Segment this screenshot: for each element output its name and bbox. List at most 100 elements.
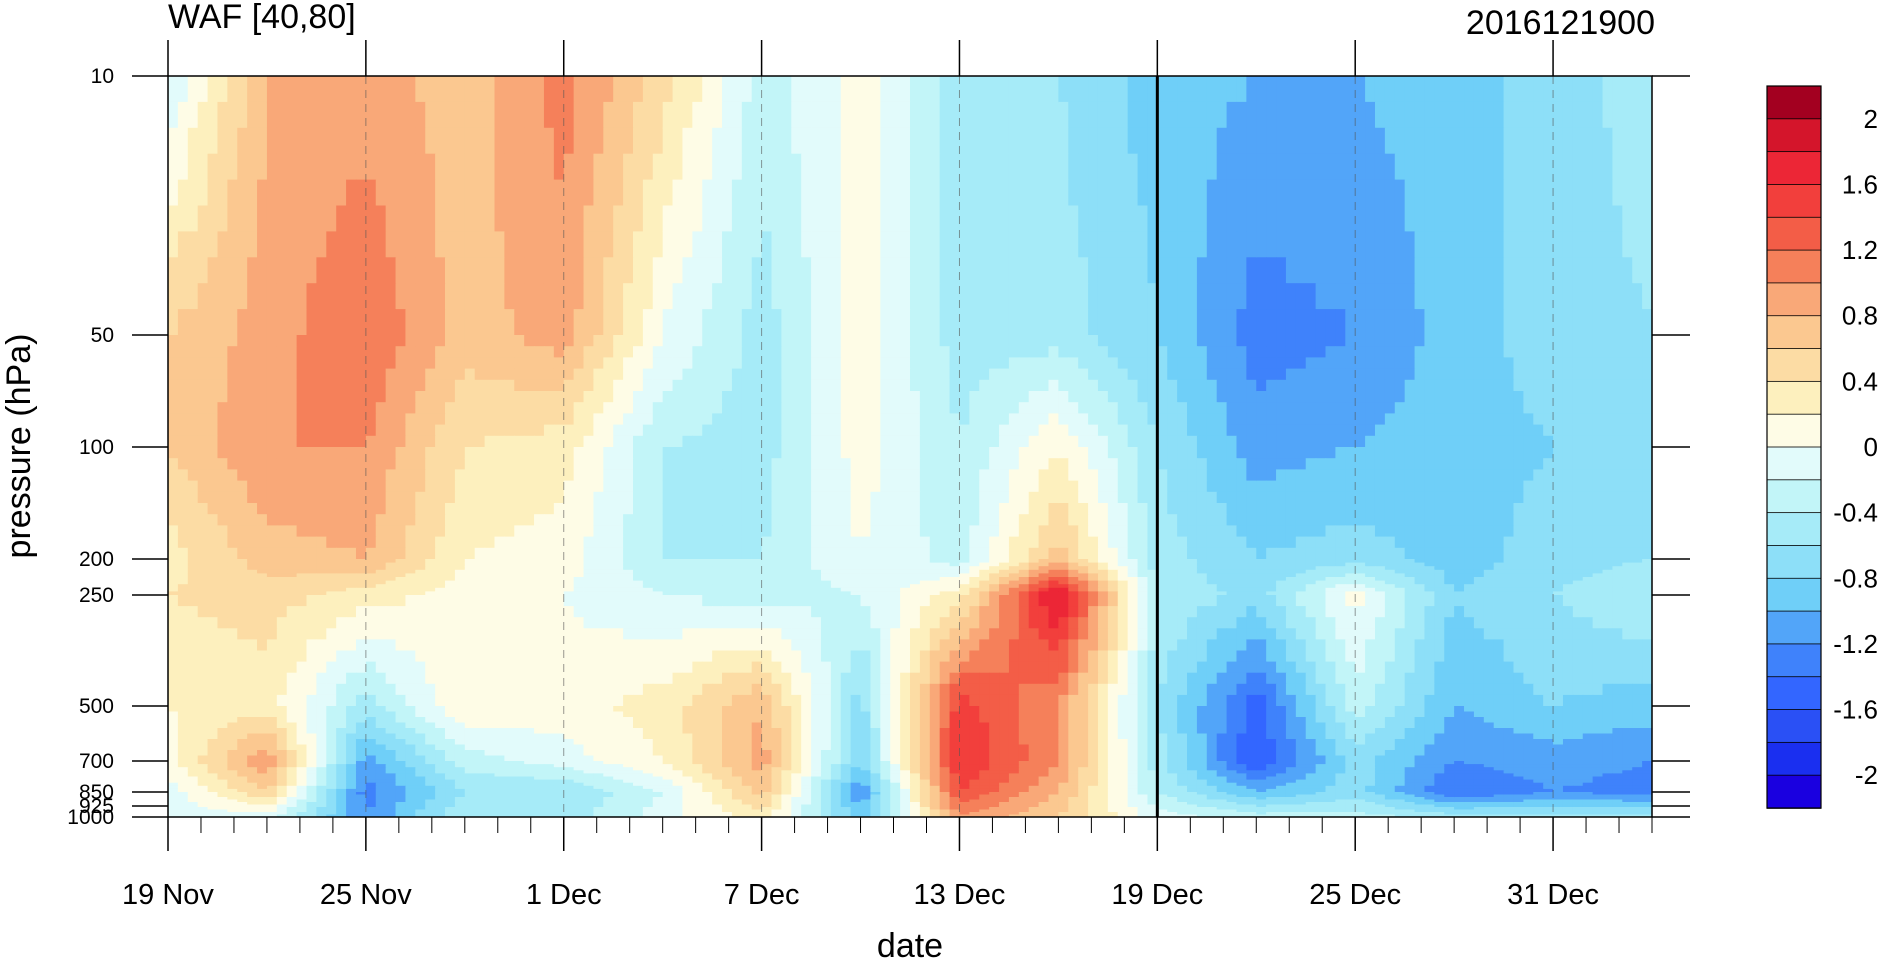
heatmap-cell [830,391,842,403]
heatmap-cell [929,391,941,403]
heatmap-cell [1147,76,1158,103]
heatmap-cell [1592,153,1604,181]
heatmap-cell [1612,283,1623,310]
heatmap-cell [187,424,199,437]
heatmap-cell [266,101,278,129]
heatmap-cell [168,379,179,392]
heatmap-cell [979,480,990,493]
heatmap-cell [266,309,278,336]
heatmap-cell [415,569,426,574]
heatmap-cell [1196,346,1208,358]
heatmap-cell [1276,525,1287,538]
heatmap-cell [494,584,505,589]
heatmap-cell [1018,368,1030,381]
heatmap-cell [1008,346,1020,358]
heatmap-cell [1533,179,1544,207]
heatmap-cell [1523,357,1534,370]
heatmap-cell [1028,335,1040,347]
heatmap-cell [919,413,931,426]
heatmap-cell [900,458,911,470]
heatmap-cell [771,480,782,493]
heatmap-cell [1315,76,1327,103]
heatmap-cell [1355,525,1366,538]
heatmap-cell [939,391,951,403]
heatmap-cell [1107,357,1119,370]
heatmap-cell [1167,547,1178,560]
heatmap-cell [860,458,872,470]
heatmap-cell [1414,536,1426,549]
heatmap-cell [524,402,535,414]
heatmap-cell [1394,335,1406,347]
heatmap-cell [1562,402,1574,414]
heatmap-cell [365,402,377,414]
heatmap-cell [830,357,842,370]
heatmap-cell [1206,179,1218,207]
heatmap-cell [1533,309,1544,336]
heatmap-cell [781,503,792,515]
heatmap-cell [820,424,832,437]
heatmap-cell [168,309,179,336]
heatmap-cell [929,424,941,437]
heatmap-cell [1533,514,1544,526]
heatmap-cell [1454,309,1465,336]
heatmap-cell [375,346,387,358]
heatmap-cell [1285,536,1297,549]
heatmap-cell [474,283,486,310]
heatmap-cell [1374,357,1386,370]
heatmap-cell [1018,379,1030,392]
heatmap-cell [1038,503,1050,515]
heatmap-cell [989,503,1000,515]
heatmap-cell [890,335,901,347]
heatmap-cell [217,231,228,258]
heatmap-cell [1434,205,1445,232]
heatmap-cell [168,205,179,232]
heatmap-cell [692,357,703,370]
heatmap-cell [1018,413,1030,426]
heatmap-cell [553,205,565,232]
heatmap-cell [1444,413,1455,426]
heatmap-cell [1157,101,1168,129]
heatmap-cell [741,283,753,310]
heatmap-cell [1226,435,1238,448]
heatmap-cell [405,424,416,437]
heatmap-cell [573,591,585,596]
heatmap-cell [1612,257,1623,284]
heatmap-cell [722,447,733,459]
heatmap-cell [1424,514,1435,526]
heatmap-cell [712,357,723,370]
heatmap-cell [1167,480,1178,493]
heatmap-cell [1374,514,1386,526]
heatmap-cell [1642,101,1652,129]
heatmap-cell [801,309,812,336]
heatmap-cell [830,525,842,538]
heatmap-cell [1483,153,1495,181]
heatmap-cell [1424,480,1435,493]
heatmap-cell [425,101,436,129]
heatmap-cell [692,205,703,232]
heatmap-cell [276,435,288,448]
heatmap-cell [731,480,743,493]
heatmap-cell [573,368,585,381]
heatmap-cell [1157,379,1168,392]
heatmap-cell [306,573,317,578]
heatmap-cell [266,179,278,207]
heatmap-cell [1592,547,1604,560]
heatmap-cell [1058,205,1069,232]
heatmap-cell [801,525,812,538]
heatmap-cell [286,379,298,392]
heatmap-cell [395,257,407,284]
heatmap-cell [1187,413,1198,426]
heatmap-cell [1246,357,1257,370]
heatmap-cell [454,127,466,155]
heatmap-cell [207,569,219,574]
heatmap-cell [435,101,446,129]
heatmap-cell [642,413,654,426]
heatmap-cell [1642,76,1652,103]
heatmap-cell [1632,205,1643,232]
heatmap-cell [1236,435,1247,448]
heatmap-cell [1107,413,1119,426]
heatmap-cell [1008,514,1020,526]
heatmap-cell [286,577,298,582]
heatmap-cell [929,76,941,103]
heatmap-cell [830,480,842,493]
